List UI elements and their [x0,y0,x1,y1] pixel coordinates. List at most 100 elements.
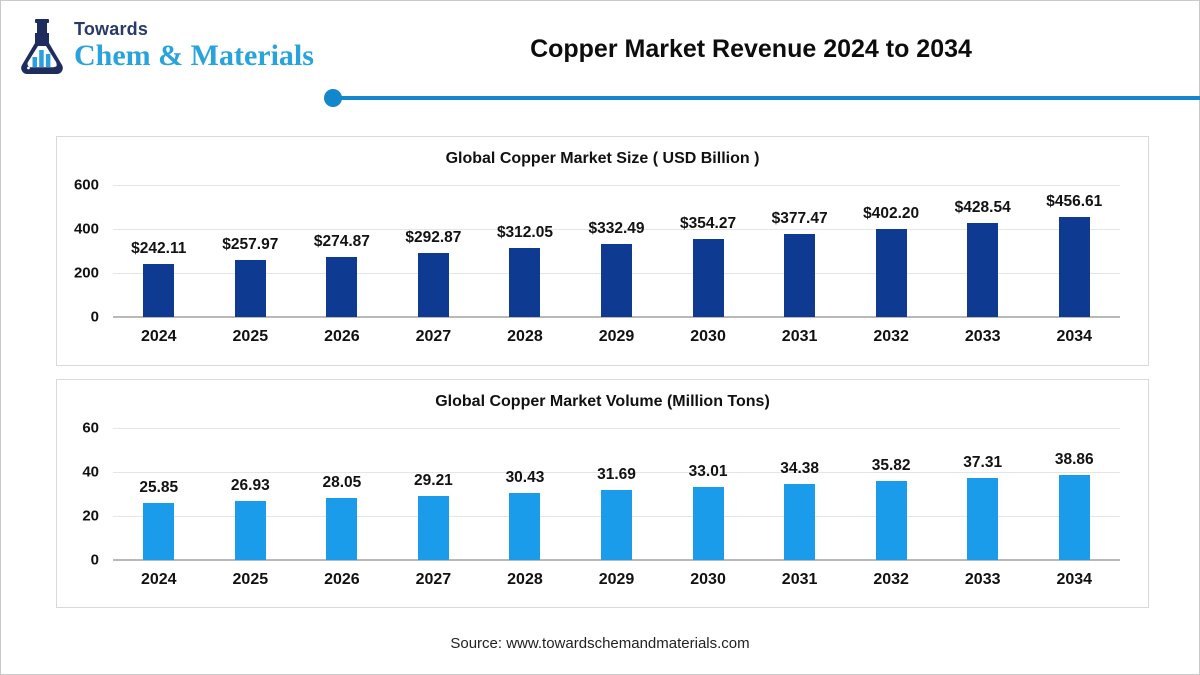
brand-logo: Towards Chem & Materials [15,19,314,86]
y-axis-tick-label: 0 [90,551,99,569]
bar-value-label: 26.93 [230,476,270,494]
bar-group: 26.93 [205,428,297,560]
bar-group: $377.47 [754,185,846,317]
gridline [113,472,1120,473]
chart-title: Global Copper Market Size ( USD Billion … [445,150,760,167]
page-title: Copper Market Revenue 2024 to 2034 [530,35,972,63]
x-axis-line [113,316,1120,318]
bar-group: 31.69 [571,428,663,560]
bar-value-label: $456.61 [1046,192,1103,210]
x-axis-category-label: 2027 [415,328,452,345]
chart-plot-area: 0 200 400 600 $242.11 $257.97 $274.87 $292.87 $… [57,177,1148,326]
logo-top-text: Towards [74,19,149,39]
y-axis-tick-label: 60 [82,419,99,437]
bar-group: $428.54 [937,185,1029,317]
plot: $242.11 $257.97 $274.87 $292.87 $312.05 $332.… [113,185,1120,318]
bar-group: 25.85 [113,428,205,560]
bar [967,477,999,560]
bar-value-label: 28.05 [322,474,362,492]
bar [692,239,724,317]
flask-chart-icon [15,19,69,86]
x-axis-category-label: 2032 [873,571,909,588]
x-axis-category-label: 2030 [690,571,726,588]
bar-group: $312.05 [479,185,571,317]
x-axis-category-label: 2028 [507,571,543,588]
market-volume-chart-panel: Global Copper Market Volume (Million Ton… [56,379,1149,608]
bar-value-label: 37.31 [963,453,1003,471]
x-axis-category-label: 2031 [781,328,818,345]
bar [967,222,999,317]
bar [1058,474,1090,560]
bar-value-label: $312.05 [496,224,553,242]
bar-value-label: $292.87 [405,228,462,246]
bar-value-label: $274.87 [313,232,370,250]
gridline [113,428,1120,429]
bar-group: $292.87 [388,185,480,317]
x-axis-category-label: 2024 [140,571,177,588]
bar-group: 37.31 [937,428,1029,560]
y-axis: 0 200 400 600 [57,177,113,326]
bar [417,495,449,560]
y-axis-tick-label: 200 [73,264,99,282]
x-axis: 2024 2025 2026 2027 2028 2029 2030 2031 2032 2033… [113,328,1148,346]
bar-value-label: $257.97 [222,236,279,254]
bar-value-label: $428.54 [954,198,1011,216]
y-axis: 0 20 40 60 [57,420,113,569]
bar-group: $242.11 [113,185,205,317]
market-size-chart-panel: Global Copper Market Size ( USD Billion … [56,136,1149,366]
bar-group: $456.61 [1028,185,1120,317]
x-axis-category-label: 2030 [690,328,726,345]
bar [143,503,175,560]
bar-value-label: $377.47 [771,209,828,227]
bar [234,500,266,560]
x-axis-category-label: 2034 [1056,571,1093,588]
bar-value-label: 33.01 [688,463,728,481]
x-axis-category-label: 2034 [1056,328,1093,345]
bar-group: $402.20 [845,185,937,317]
x-axis-category-label: 2025 [232,328,269,345]
gridline [113,229,1120,230]
y-axis-tick-label: 400 [73,220,99,238]
bar-value-label: 25.85 [139,479,179,497]
x-axis-category-label: 2025 [232,571,269,588]
chart-title: Global Copper Market Volume (Million Ton… [435,393,770,410]
x-axis-category-label: 2027 [415,571,452,588]
bar [692,487,724,560]
bar [784,233,816,317]
bar [601,490,632,560]
x-axis-category-label: 2024 [140,328,177,345]
bar-value-label: 38.86 [1054,450,1094,468]
bar-value-label: $402.20 [863,204,920,222]
x-axis-category-label: 2032 [873,328,909,345]
bar [784,484,816,560]
y-axis-tick-label: 0 [90,308,99,326]
bar-group: 33.01 [662,428,754,560]
bar-series: $242.11 $257.97 $274.87 $292.87 $312.05 $332.… [113,185,1120,317]
bar [509,493,541,560]
y-axis-tick-label: 40 [82,463,99,481]
bar-group: 29.21 [388,428,480,560]
gridline [113,185,1120,186]
y-axis-tick-label: 20 [82,507,99,525]
x-axis-category-label: 2029 [598,571,635,588]
bar [417,252,449,317]
bar-value-label: 35.82 [871,457,911,475]
y-axis-tick-label: 600 [73,176,99,194]
bar-group: 30.43 [479,428,571,560]
bar-value-label: 34.38 [780,460,819,478]
bar-value-label: 29.21 [414,471,453,489]
bar-value-label: $332.49 [588,219,645,237]
bar-group: $332.49 [571,185,663,317]
x-axis-category-label: 2026 [324,328,360,345]
x-axis-category-label: 2028 [507,328,543,345]
bar-value-label: $354.27 [680,215,737,233]
source-attribution: Source: www.towardschemandmaterials.com [450,635,750,652]
bar [326,498,358,560]
bar-group: 34.38 [754,428,846,560]
bar-group: $274.87 [296,185,388,317]
divider-line [333,96,1200,100]
x-axis: 2024 2025 2026 2027 2028 2029 2030 2031 2032 2033… [113,571,1148,589]
bar-series: 25.85 26.93 28.05 29.21 30.43 31.69 33.01 34.38… [113,428,1120,560]
bar [326,256,358,317]
x-axis-category-label: 2031 [781,571,818,588]
